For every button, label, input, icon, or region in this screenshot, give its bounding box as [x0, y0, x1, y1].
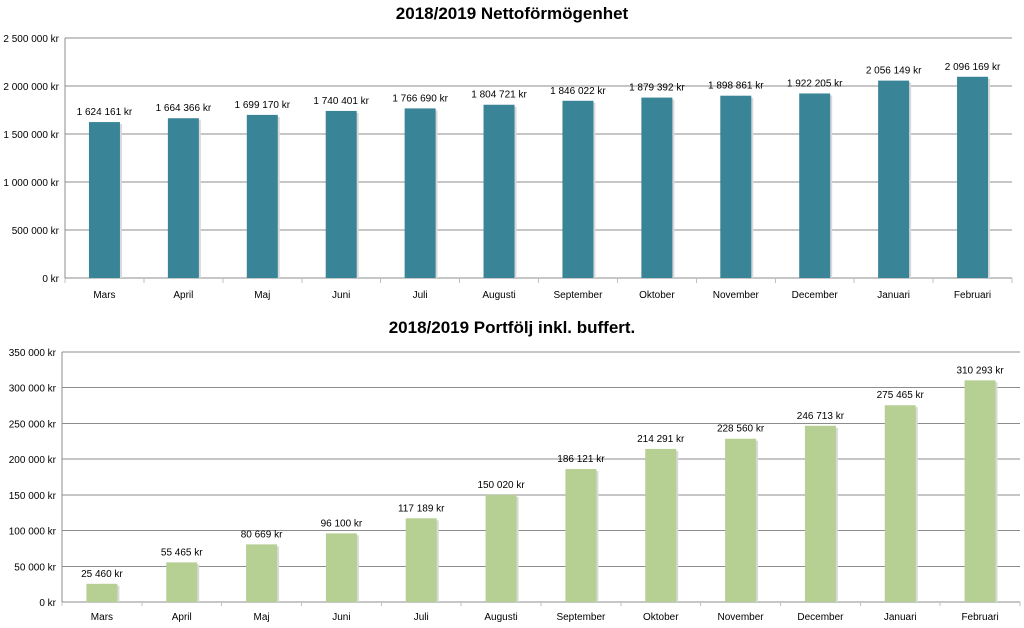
bar — [88, 122, 120, 279]
x-tick-label: Maj — [254, 290, 270, 301]
x-tick-label: Juli — [413, 290, 428, 301]
data-label: 275 465 kr — [877, 390, 925, 401]
x-tick-label: Mars — [93, 290, 115, 301]
data-label: 25 460 kr — [81, 569, 123, 580]
bar — [325, 533, 357, 602]
data-label: 96 100 kr — [321, 518, 363, 529]
bar — [645, 448, 677, 602]
bar — [884, 405, 916, 602]
x-tick-label: Juni — [332, 612, 350, 623]
bar — [483, 104, 515, 278]
x-tick-label: December — [797, 612, 844, 623]
portfolio-chart: 2018/2019 Portfölj inkl. buffert. 0 kr 50… — [9, 318, 1021, 623]
y-tick-label: 300 000 kr — [9, 384, 57, 395]
bar — [325, 110, 357, 278]
chart-title: 2018/2019 Nettoförmögenhet — [396, 4, 629, 23]
net-worth-chart: 2018/2019 Nettoförmögenhet 0 kr 500 000 k… — [3, 4, 1013, 301]
bar — [964, 380, 996, 602]
data-label: 1 922 205 kr — [787, 78, 843, 89]
y-tick-label: 2 500 000 kr — [3, 34, 59, 45]
data-label: 1 766 690 kr — [392, 93, 448, 104]
y-tick-label: 150 000 kr — [9, 491, 57, 502]
data-label: 80 669 kr — [241, 529, 283, 540]
data-label: 1 699 170 kr — [234, 100, 290, 111]
data-label: 228 560 kr — [717, 424, 765, 435]
x-tick-label: Oktober — [643, 612, 679, 623]
x-tick-label: Mars — [91, 612, 113, 623]
data-label: 55 465 kr — [161, 547, 203, 558]
x-tick-label: April — [173, 290, 193, 301]
data-label: 150 020 kr — [477, 480, 525, 491]
bar — [405, 518, 437, 602]
x-tick-label: December — [792, 290, 839, 301]
bar — [86, 583, 118, 602]
bar — [246, 544, 278, 602]
data-label: 2 096 169 kr — [945, 62, 1001, 73]
bar — [878, 80, 910, 278]
bar — [246, 114, 278, 279]
data-label: 246 713 kr — [797, 411, 845, 422]
y-tick-label: 250 000 kr — [9, 419, 57, 430]
x-tick-label: Augusti — [484, 612, 517, 623]
y-tick-label: 0 kr — [42, 274, 59, 285]
x-tick-label: April — [172, 612, 192, 623]
x-tick-label: November — [718, 612, 765, 623]
data-label: 1 740 401 kr — [313, 96, 369, 107]
y-tick-label: 350 000 kr — [9, 348, 57, 359]
x-tick-label: Januari — [884, 612, 917, 623]
x-tick-label: Oktober — [639, 290, 675, 301]
x-tick-label: Augusti — [482, 290, 515, 301]
data-label: 186 121 kr — [557, 454, 605, 465]
y-tick-label: 2 000 000 kr — [3, 82, 59, 93]
x-tick-label: Maj — [254, 612, 270, 623]
data-label: 1 804 721 kr — [471, 90, 527, 101]
y-tick-label: 200 000 kr — [9, 455, 57, 466]
data-label: 1 898 861 kr — [708, 81, 764, 92]
bar — [485, 494, 517, 602]
data-label: 1 879 392 kr — [629, 83, 685, 94]
bar — [725, 438, 757, 602]
x-tick-label: Juni — [332, 290, 350, 301]
data-label: 310 293 kr — [956, 365, 1004, 376]
x-tick-label: September — [553, 290, 603, 301]
data-label: 214 291 kr — [637, 434, 685, 445]
bar — [404, 108, 436, 278]
data-label: 1 664 366 kr — [156, 103, 212, 114]
chart-title: 2018/2019 Portfölj inkl. buffert. — [389, 318, 636, 337]
bar — [167, 118, 199, 279]
x-tick-label: November — [713, 290, 760, 301]
x-tick-label: Januari — [877, 290, 910, 301]
bar — [641, 97, 673, 278]
x-tick-label: September — [556, 612, 606, 623]
y-tick-label: 50 000 kr — [14, 562, 56, 573]
y-tick-label: 0 kr — [39, 598, 56, 609]
data-label: 117 189 kr — [398, 503, 445, 514]
bar — [565, 469, 597, 602]
y-tick-label: 500 000 kr — [12, 226, 60, 237]
bar — [166, 562, 198, 602]
data-label: 2 056 149 kr — [866, 66, 922, 77]
y-tick-label: 100 000 kr — [9, 527, 57, 538]
bar — [799, 93, 831, 278]
x-tick-label: Februari — [954, 290, 991, 301]
bar — [804, 425, 836, 602]
bar — [720, 95, 752, 278]
x-tick-label: Juli — [414, 612, 429, 623]
y-tick-label: 1 000 000 kr — [3, 178, 59, 189]
data-label: 1 846 022 kr — [550, 86, 606, 97]
bar — [562, 100, 594, 278]
y-tick-label: 1 500 000 kr — [3, 130, 59, 141]
data-label: 1 624 161 kr — [77, 107, 133, 118]
bar — [957, 76, 989, 278]
x-tick-label: Februari — [961, 612, 998, 623]
